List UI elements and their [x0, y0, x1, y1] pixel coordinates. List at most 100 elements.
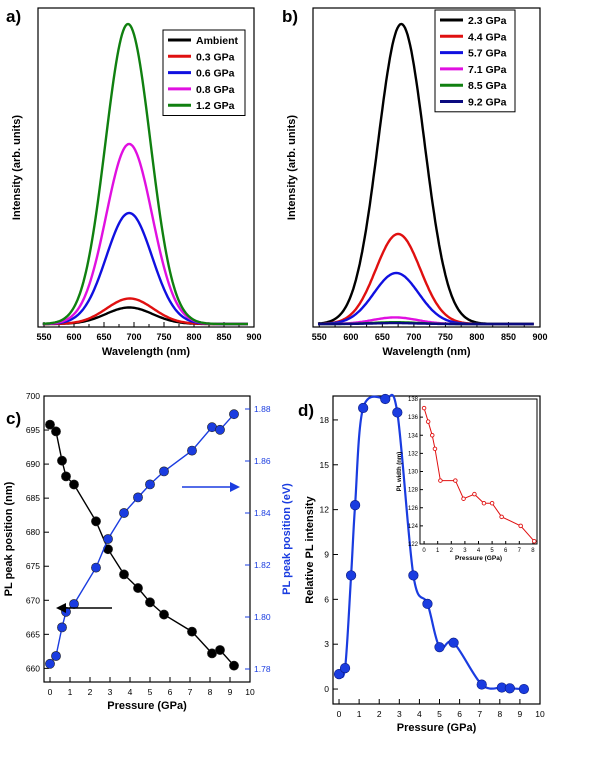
- y-tick-label: 660: [26, 663, 40, 673]
- y-tick-label: 12: [320, 505, 330, 515]
- data-point: [339, 663, 351, 674]
- inset-x-tick-label: 8: [531, 548, 535, 554]
- plot-frame: [37, 7, 255, 328]
- inset-data-point: [453, 478, 458, 483]
- data-point: [518, 683, 530, 695]
- inset-y-axis-label: PL width (nm): [397, 452, 403, 492]
- x-tick-label: 800: [469, 332, 484, 342]
- inset-y-tick-label: 134: [408, 433, 419, 439]
- inset-data-point: [461, 496, 466, 501]
- inset-y-tick-label: 132: [408, 451, 419, 457]
- x-tick-label: 700: [126, 332, 141, 342]
- series-line: [317, 232, 534, 326]
- plot-frame: [43, 395, 251, 683]
- legend-label: 9.2 GPa: [468, 97, 507, 109]
- data-point: [448, 637, 459, 648]
- x-tick-label: 1: [68, 687, 73, 697]
- inset-data-point: [432, 446, 438, 452]
- data-point: [57, 622, 67, 633]
- data-point: [145, 597, 155, 608]
- x-axis-label: Wavelength (nm): [382, 346, 471, 358]
- x-tick-label: 10: [245, 687, 255, 697]
- x-tick-label: 900: [532, 332, 547, 342]
- inset-data-point: [421, 405, 427, 411]
- x-tick-label: 5: [148, 687, 153, 697]
- panel-c: 0 1 2 3 4 5 6 7 8 9 10 660 665 670 675 680 685 690 695 700 1…: [3, 391, 293, 712]
- x-tick-label: 7: [477, 709, 482, 719]
- data-point: [422, 598, 433, 609]
- panel-label: c): [6, 409, 21, 428]
- y-tick-label: 680: [26, 527, 40, 537]
- y2-tick-label: 1.82: [254, 560, 271, 570]
- x-tick-label: 550: [312, 332, 327, 342]
- data-point: [69, 599, 79, 609]
- legend-label: 0.8 GPa: [196, 84, 235, 96]
- x-tick-label: 4: [128, 687, 133, 697]
- data-point: [91, 516, 101, 527]
- x-tick-label: 850: [501, 332, 516, 342]
- inset: 0 1 2 3 4 5 6 7 8 122 124 126 128 130 132 134 136 138 Pres…: [397, 397, 538, 562]
- data-point: [61, 471, 71, 482]
- x-tick-label: 3: [108, 687, 113, 697]
- inset-y-tick-label: 122: [408, 542, 419, 548]
- x-tick-label: 9: [518, 709, 523, 719]
- inset-y-tick-label: 126: [408, 506, 419, 512]
- inset-data-point: [438, 478, 443, 483]
- x-tick-label: 600: [66, 332, 81, 342]
- x-tick-label: 8: [497, 709, 502, 719]
- panel-label: a): [6, 7, 21, 26]
- data-point: [57, 455, 67, 466]
- legend: [434, 9, 516, 113]
- legend-label: 8.5 GPa: [468, 80, 507, 92]
- inset-x-tick-label: 4: [477, 548, 481, 554]
- y-tick-label: 6: [324, 594, 329, 604]
- data-point: [133, 583, 143, 593]
- panel-a: 550 600 650 700 750 800 850 900 Wavelength (nm) I…: [6, 7, 262, 358]
- series-line: [318, 321, 534, 326]
- x-tick-label: 750: [156, 332, 171, 342]
- y2-tick-label: 1.84: [254, 508, 271, 518]
- x-tick-label: 600: [343, 332, 358, 342]
- data-point: [215, 645, 225, 655]
- inset-data-point: [429, 433, 435, 438]
- x-axis-label: Pressure (GPa): [107, 700, 187, 712]
- x-tick-label: 2: [88, 687, 93, 697]
- data-point: [187, 445, 197, 456]
- data-point: [504, 683, 515, 694]
- y-tick-label: 0: [324, 684, 329, 694]
- y2-axis-label: PL peak position (eV): [281, 483, 293, 595]
- inset-data-point: [518, 523, 523, 529]
- x-tick-label: 700: [406, 332, 421, 342]
- legend-label: 0.3 GPa: [196, 51, 235, 63]
- x-tick-label: 10: [535, 709, 545, 719]
- y-axis-label: Relative PL intensity: [304, 495, 316, 603]
- x-tick-label: 0: [337, 709, 342, 719]
- y-tick-label: 670: [26, 595, 40, 605]
- inset-x-tick-label: 5: [490, 548, 494, 554]
- legend-label: 4.4 GPa: [468, 31, 507, 43]
- inset-x-tick-label: 0: [422, 548, 426, 554]
- inset-data-point: [481, 500, 487, 506]
- fit-curve: [337, 393, 524, 691]
- data-point: [145, 479, 155, 490]
- x-tick-label: 1: [357, 709, 362, 719]
- y-tick-label: 18: [320, 415, 330, 425]
- y-tick-label: 695: [26, 425, 40, 435]
- data-point: [358, 402, 369, 414]
- legend-label: 0.6 GPa: [196, 68, 235, 80]
- y-tick-label: 690: [26, 459, 40, 469]
- data-point: [350, 500, 361, 511]
- legend-label: 2.3 GPa: [468, 15, 507, 27]
- inset-data-point: [499, 514, 504, 520]
- y-tick-label: 9: [324, 549, 329, 559]
- data-point: [229, 409, 239, 420]
- inset-x-tick-label: 6: [504, 548, 508, 554]
- inset-x-tick-label: 2: [450, 548, 454, 554]
- x-tick-label: 800: [186, 332, 201, 342]
- x-tick-label: 5: [437, 709, 442, 719]
- x-tick-label: 650: [375, 332, 390, 342]
- inset-y-tick-label: 138: [408, 397, 419, 403]
- data-point: [159, 609, 169, 620]
- y2-tick-label: 1.86: [254, 456, 271, 466]
- plot-frame: [312, 7, 541, 328]
